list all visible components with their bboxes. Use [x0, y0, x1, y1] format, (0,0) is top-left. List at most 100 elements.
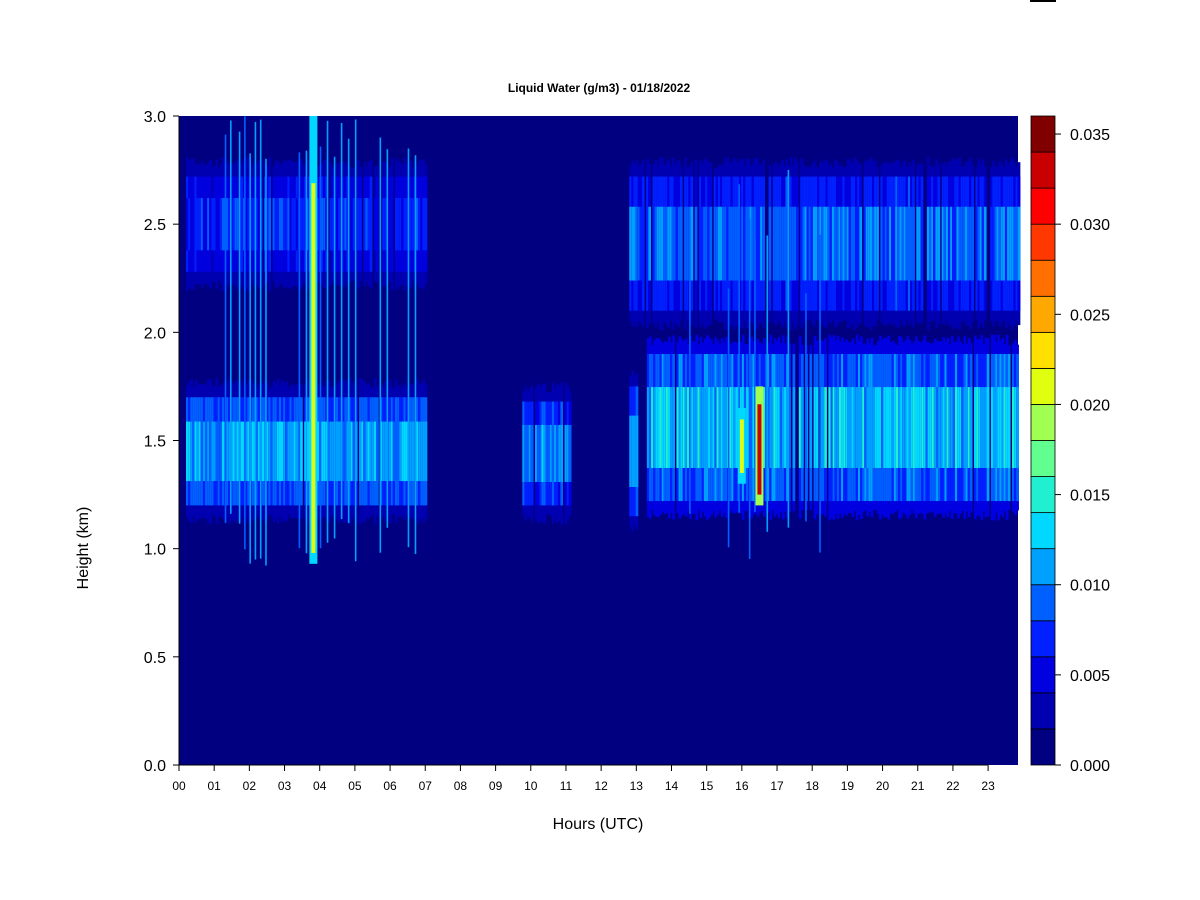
cloud-cell [631, 206, 635, 281]
cloud-cell [769, 387, 773, 468]
cloud-cell [720, 387, 724, 468]
cloud-cell [760, 206, 763, 281]
cloud-cell [221, 197, 225, 251]
cloud-cell [646, 206, 649, 281]
cloud-cell [850, 206, 854, 281]
x-tick-label: 10 [524, 779, 538, 793]
cloud-cell [568, 424, 572, 483]
cloud-cell [967, 387, 971, 468]
hot-spot [311, 183, 316, 553]
cloud-cell [678, 387, 682, 468]
cloud-cell [213, 197, 217, 251]
x-tick-label: 01 [207, 779, 221, 793]
cloud-cell [200, 197, 204, 251]
cloud-cell [198, 421, 202, 482]
cloud-cell [409, 421, 413, 482]
cloud-cell [205, 197, 208, 251]
cloud-cell [952, 387, 956, 468]
cloud-cell [947, 206, 951, 281]
cloud-cell [992, 206, 996, 281]
cloud-cell [942, 387, 946, 468]
cloud-cell [781, 387, 785, 468]
cloud-cell [708, 387, 711, 468]
cloud-cell [884, 206, 888, 281]
cloud-cell [390, 421, 394, 482]
cloud-cell [841, 387, 844, 468]
cloud-cell [335, 197, 339, 251]
cloud-cell [289, 421, 293, 482]
cloud-cell [335, 421, 339, 482]
cloud-cell [703, 387, 707, 468]
x-tick-label: 12 [594, 779, 608, 793]
cloud-cell [832, 387, 836, 468]
streak [805, 293, 807, 522]
cloud-cell [821, 206, 825, 281]
cloud-cell [384, 197, 388, 251]
y-tick-label: 0.5 [144, 650, 166, 667]
cloud-cell [207, 197, 210, 251]
cloud-cell [885, 387, 889, 468]
cloud-cell [416, 421, 419, 482]
cloud-cell [857, 206, 860, 281]
y-tick-label: 1.0 [144, 542, 166, 559]
cloud-cell [789, 206, 793, 281]
cloud-cell [865, 206, 869, 281]
cloud-cell [541, 424, 545, 483]
cloud-cell [883, 387, 886, 468]
cloud-cell [857, 387, 861, 468]
cloud-cell [535, 424, 538, 483]
cloud-cell [958, 206, 962, 281]
cloud-cell [927, 387, 931, 468]
streak [414, 155, 417, 555]
cloud-cell [809, 387, 813, 468]
cloud-cell [736, 206, 740, 281]
cloud-cell [707, 206, 711, 281]
streak [787, 169, 790, 528]
cloud-cell [657, 387, 661, 468]
x-tick-label: 08 [454, 779, 468, 793]
colorbar-segment [1030, 656, 1056, 694]
cloud-cell [188, 421, 191, 482]
cloud-cell [672, 387, 675, 468]
cloud-cell [394, 421, 398, 482]
cloud-cell [996, 206, 1000, 281]
cloud-cell [773, 387, 777, 468]
cloud-cell [228, 197, 231, 251]
x-tick-label: 02 [243, 779, 257, 793]
cloud-cell [635, 206, 639, 281]
cloud-cell [194, 421, 198, 482]
cloud-cell [923, 387, 927, 468]
cloud-cell [680, 387, 684, 468]
cloud-cell [747, 206, 751, 281]
cloud-cell [388, 421, 392, 482]
cloud-cell [965, 387, 969, 468]
cloud-cell [669, 206, 673, 281]
cloud-cell [956, 206, 960, 281]
streak [340, 122, 343, 520]
cloud-cell [920, 206, 924, 281]
cloud-cell [845, 387, 848, 468]
x-tick-label: 23 [981, 779, 995, 793]
cloud-cell [639, 206, 643, 281]
cloud-cell [1002, 206, 1006, 281]
cloud-cell [867, 206, 871, 281]
hot-spot [757, 404, 762, 495]
cloud-cell [633, 206, 637, 281]
cloud-cell [411, 197, 415, 251]
cloud-cell [346, 197, 350, 251]
streak [689, 217, 691, 514]
cloud-cell [984, 387, 988, 468]
cloud-cell [712, 387, 716, 468]
cloud-cell [1016, 387, 1019, 468]
cloud-cell [783, 206, 787, 281]
cloud-cell [338, 197, 341, 251]
cloud-cell [629, 206, 632, 281]
cloud-cell [1012, 387, 1015, 468]
cloud-cell [194, 197, 198, 251]
cloud-cell [262, 421, 265, 482]
cloud-cell [898, 387, 901, 468]
cloud-cell [862, 387, 865, 468]
cloud-cell [409, 197, 413, 251]
cloud-cell [321, 197, 324, 251]
x-tick-label: 18 [806, 779, 820, 793]
